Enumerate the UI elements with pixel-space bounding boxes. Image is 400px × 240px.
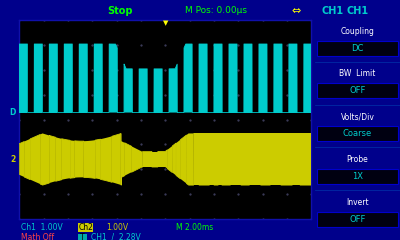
Text: ▼: ▼ — [162, 20, 168, 26]
Text: CH1: CH1 — [322, 6, 344, 16]
Text: Ch1  1.00V: Ch1 1.00V — [21, 223, 62, 232]
Text: Ch2: Ch2 — [78, 223, 94, 232]
Text: 1X: 1X — [352, 172, 363, 181]
Text: M 2.00ms: M 2.00ms — [176, 223, 213, 232]
Text: Volts/Div: Volts/Div — [341, 112, 374, 121]
Text: CH1  /  2.28V: CH1 / 2.28V — [91, 233, 141, 240]
Text: DC: DC — [352, 44, 364, 53]
Text: CH1: CH1 — [346, 6, 369, 16]
Text: T: T — [80, 233, 85, 240]
Text: Probe: Probe — [347, 155, 368, 164]
Text: OFF: OFF — [350, 215, 366, 224]
Text: M Pos: 0.00μs: M Pos: 0.00μs — [185, 6, 247, 15]
Text: Stop: Stop — [107, 6, 133, 16]
Text: Coarse: Coarse — [343, 129, 372, 138]
Text: ⇔: ⇔ — [291, 6, 301, 16]
Text: 1.00V: 1.00V — [106, 223, 128, 232]
Text: Invert: Invert — [346, 198, 369, 207]
Text: Math Off: Math Off — [21, 233, 54, 240]
Text: BW  Limit: BW Limit — [340, 69, 376, 78]
Text: 2: 2 — [10, 155, 15, 164]
Text: Coupling: Coupling — [341, 27, 374, 36]
Text: OFF: OFF — [350, 86, 366, 96]
Text: D: D — [9, 108, 15, 117]
